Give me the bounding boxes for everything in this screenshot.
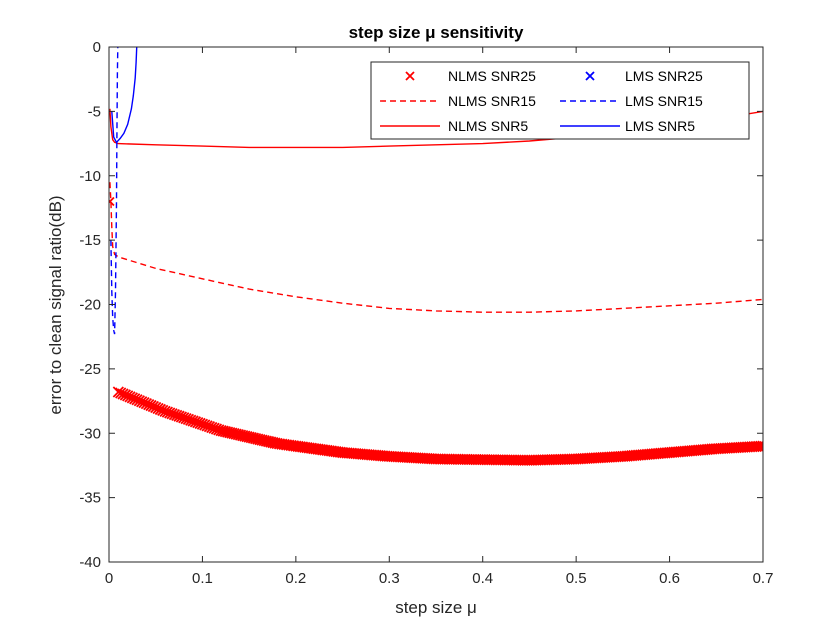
x-tick-label: 0.3 [379, 570, 400, 587]
legend-label: LMS SNR15 [625, 93, 703, 109]
data-point [262, 435, 275, 448]
data-point [247, 432, 260, 444]
y-tick-label: -15 [79, 232, 101, 249]
legend-label: NLMS SNR5 [448, 118, 528, 134]
y-tick-label: -20 [79, 297, 101, 314]
y-axis-label: error to clean signal ratio(dB) [46, 195, 65, 414]
y-tick-label: -25 [79, 361, 101, 378]
legend-label: LMS SNR5 [625, 118, 695, 134]
legend-item: NLMS SNR15 [380, 93, 536, 109]
legend-item: LMS SNR25 [585, 68, 703, 84]
data-point [241, 430, 253, 443]
legend-label: NLMS SNR25 [448, 68, 536, 84]
series-nlms-snr25 [109, 196, 763, 466]
legend-item: NLMS SNR5 [380, 118, 528, 134]
data-point [237, 429, 249, 442]
data-point [258, 434, 270, 447]
data-point [752, 440, 763, 453]
ticks-layer: 0 0.1 0.2 0.3 0.4 0.5 0.6 0.7 -40 -35 -30 -25 -20 -15… [79, 39, 773, 587]
data-point [265, 436, 277, 448]
legend-marker [405, 71, 415, 81]
y-tick-label: -30 [79, 425, 101, 442]
y-tick-label: 0 [93, 39, 101, 56]
data-point [755, 440, 763, 452]
x-tick-label: 0.5 [566, 570, 587, 587]
series-layer [109, 47, 763, 466]
y-tick-label: -40 [79, 554, 101, 571]
x-tick-label: 0.4 [472, 570, 493, 587]
legend: NLMS SNR25 NLMS SNR15 NLMS SNR5 LMS SNR25 LM… [370, 61, 750, 140]
data-point [109, 196, 115, 207]
data-point [249, 432, 262, 445]
data-point [221, 426, 234, 438]
series-line [109, 182, 763, 313]
data-point [243, 431, 255, 443]
data-point [260, 435, 273, 447]
data-point [219, 426, 232, 438]
data-point [226, 427, 238, 439]
x-axis-label: step size μ [395, 598, 477, 617]
data-point [224, 427, 236, 439]
series-nlms-snr15 [109, 182, 763, 313]
data-point [245, 431, 257, 444]
series-line [111, 47, 138, 144]
data-point [230, 428, 242, 440]
y-tick-label: -10 [79, 168, 101, 185]
y-tick-label: -5 [88, 103, 101, 120]
data-point [239, 430, 251, 442]
legend-label: NLMS SNR15 [448, 93, 536, 109]
legend-item: LMS SNR5 [560, 118, 695, 134]
legend-label: LMS SNR25 [625, 68, 703, 84]
data-point [252, 433, 264, 445]
series-lms-snr5 [111, 47, 138, 144]
data-point [256, 434, 268, 446]
x-tick-label: 0 [105, 570, 113, 587]
x-tick-label: 0.6 [659, 570, 680, 587]
legend-item: LMS SNR15 [560, 93, 703, 109]
data-point [757, 440, 763, 452]
data-point [267, 436, 279, 449]
legend-item: NLMS SNR25 [405, 68, 536, 84]
chart-title: step size μ sensitivity [349, 23, 524, 42]
legend-marker [585, 71, 595, 81]
data-point [232, 429, 244, 441]
x-tick-label: 0.2 [285, 570, 306, 587]
x-tick-label: 0.7 [753, 570, 774, 587]
y-tick-label: -35 [79, 490, 101, 507]
data-point [217, 425, 229, 437]
x-tick-label: 0.1 [192, 570, 213, 587]
data-point [254, 433, 266, 446]
data-point [234, 429, 247, 441]
data-point [228, 428, 240, 440]
data-point [215, 425, 227, 437]
